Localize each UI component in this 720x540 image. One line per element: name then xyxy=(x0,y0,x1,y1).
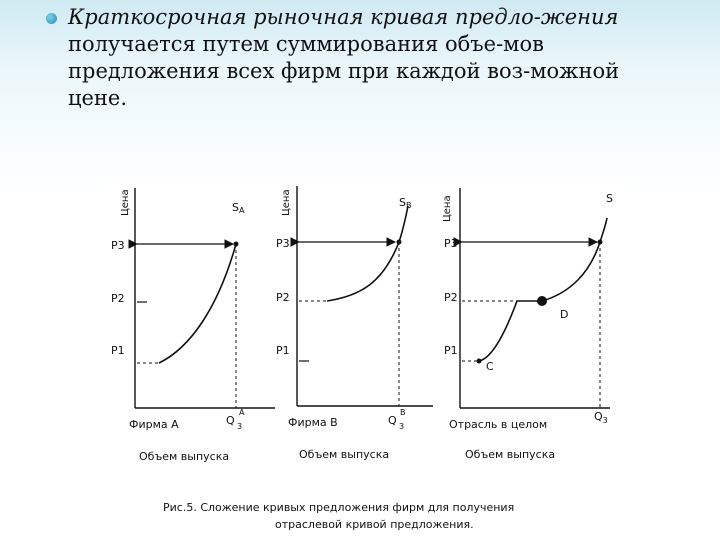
panel-c-p2-label: P2 xyxy=(444,291,458,304)
panel-c-firm-label: Отрасль в целом xyxy=(449,418,547,431)
panel-a-p3-label: P3 xyxy=(111,239,125,252)
panel-b-q3-label: Q xyxy=(388,414,397,427)
panel-b-firm-label: Фирма В xyxy=(288,416,338,429)
panel-a-firm-label: Фирма А xyxy=(129,418,179,431)
panel-b-curve-letter: S xyxy=(399,196,406,209)
panel-c-point-d xyxy=(537,296,547,306)
panel-a-q3-sub: 3 xyxy=(237,422,242,431)
bullet-line-3: цене. xyxy=(68,86,128,110)
panel-a-q3-label: Q xyxy=(226,414,235,427)
panel-firm-a: Цена P3 P2 P1 SA Q A 3 Фирма А Объем вып… xyxy=(111,188,275,463)
panel-b-curve-label: SB xyxy=(399,196,411,210)
panel-b-x-axis-label: Объем выпуска xyxy=(299,448,389,461)
panel-a-supply-curve xyxy=(158,243,237,364)
panel-a-x-axis-label: Объем выпуска xyxy=(139,450,229,463)
panel-c-x-axis-label: Объем выпуска xyxy=(465,448,555,461)
panel-a-p1-label: P1 xyxy=(111,344,125,357)
panel-firm-b: Цена P3 P2 P1 SB Q B 3 Фирма В Объем вып… xyxy=(276,186,433,461)
panel-b-q3-sup: B xyxy=(400,408,406,417)
supply-curves-figure: Цена P3 P2 P1 SA Q A 3 Фирма А Объем вып… xyxy=(105,178,625,540)
panel-b-supply-curve xyxy=(326,205,409,302)
panel-c-y-axis-label: Цена xyxy=(442,195,453,222)
figure-caption-line-2: отраслевой кривой предложения. xyxy=(275,518,474,531)
panel-c-c-label: C xyxy=(486,360,494,373)
bullet-dot-icon xyxy=(46,13,57,24)
panel-b-p1-label: P1 xyxy=(276,344,290,357)
panel-c-q3-sub: 3 xyxy=(603,416,608,425)
panel-c-p1-label: P1 xyxy=(444,344,458,357)
panel-b-curve-sub: B xyxy=(406,201,412,210)
panel-industry: Цена P3 P2 P1 C D S Q3 Отрасль в целом О… xyxy=(442,188,613,461)
panel-a-curve-sub: A xyxy=(239,206,245,215)
bullet-paragraph: Краткосрочная рыночная кривая предло-жен… xyxy=(46,4,706,112)
panel-a-curve-label: SA xyxy=(232,201,245,215)
panel-a-curve-letter: S xyxy=(232,201,239,214)
panel-a-p2-label: P2 xyxy=(111,292,125,305)
bullet-line-2: предложения всех фирм при каждой воз-мож… xyxy=(68,59,620,83)
panel-c-d-label: D xyxy=(560,308,568,321)
panel-b-y-axis-label: Цена xyxy=(281,189,292,216)
panel-b-p2-label: P2 xyxy=(276,291,290,304)
panel-c-q3-letter: Q xyxy=(594,410,603,423)
bullet-italic-text: Краткосрочная рыночная кривая предло-жен… xyxy=(68,5,619,29)
panel-c-q3-label: Q3 xyxy=(594,410,608,425)
panel-c-curve-label: S xyxy=(606,192,613,205)
panel-c-point-c xyxy=(476,358,482,364)
panel-b-p3-label: P3 xyxy=(276,237,290,250)
panel-a-y-axis-label: Цена xyxy=(120,189,131,216)
panel-c-supply-curve xyxy=(478,217,608,362)
bullet-line-1: получается путем суммирования объе-мов xyxy=(68,32,544,56)
panel-a-q3-sup: A xyxy=(239,408,245,417)
panel-b-q3-sub: 3 xyxy=(399,422,404,431)
figure-caption-line-1: Рис.5. Сложение кривых предложения фирм … xyxy=(163,501,514,514)
supply-diagram: Цена P3 P2 P1 SA Q A 3 Фирма А Объем вып… xyxy=(111,186,613,531)
panel-c-p3-label: P3 xyxy=(444,237,458,250)
